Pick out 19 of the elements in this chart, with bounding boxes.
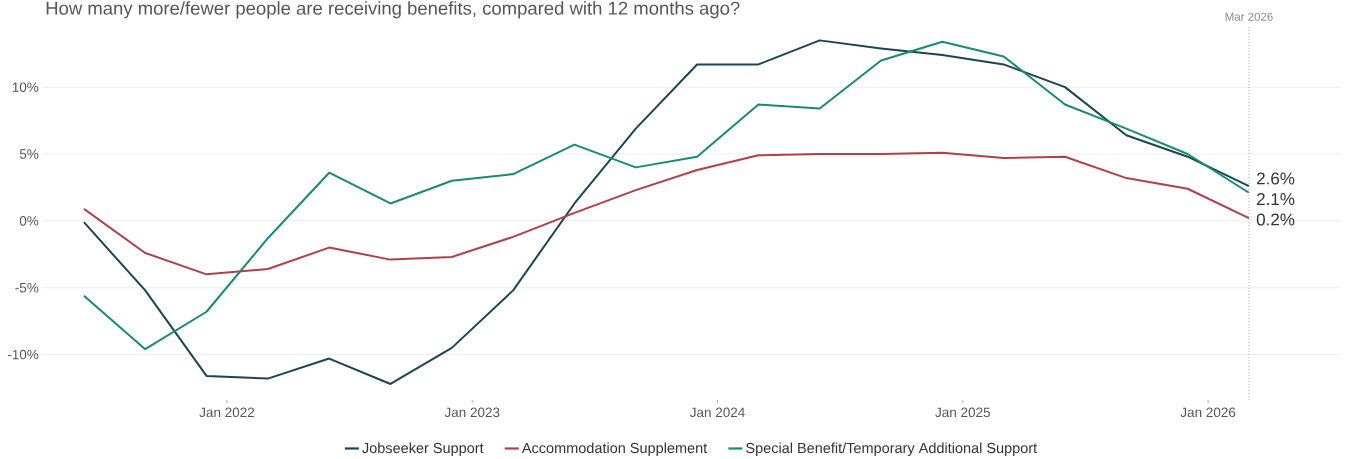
x-tick-label: Jan 2023	[444, 407, 500, 418]
data-label: 2.1%	[1257, 193, 1295, 205]
x-tick-label: Jan 2026	[1180, 407, 1236, 418]
chart-title: How many more/fewer people are receiving benefits, compared with 12 months ago?	[46, 1, 740, 19]
line-series	[82, 151, 1250, 276]
y-tick-label: 5%	[19, 149, 39, 159]
legend-label: Accommodation Supplement	[521, 442, 708, 457]
ref-line-label: Mar 2026	[1225, 12, 1273, 21]
y-tick-label: 0%	[19, 216, 39, 226]
y-tick-label: -5%	[15, 282, 39, 293]
x-tick-label: Jan 2025	[935, 407, 990, 418]
data-label: 0.2%	[1256, 213, 1295, 226]
data-label: 2.6%	[1257, 172, 1295, 185]
y-tick-label: -10%	[7, 349, 39, 360]
legend-label: Jobseeker Support	[362, 442, 484, 457]
y-tick-label: 10%	[12, 82, 39, 92]
legend-label: Special Benefit/Temporary Additional Support	[746, 442, 1038, 457]
x-tick-label: Jan 2022	[199, 407, 255, 418]
x-tick-label: Jan 2024	[689, 407, 745, 418]
